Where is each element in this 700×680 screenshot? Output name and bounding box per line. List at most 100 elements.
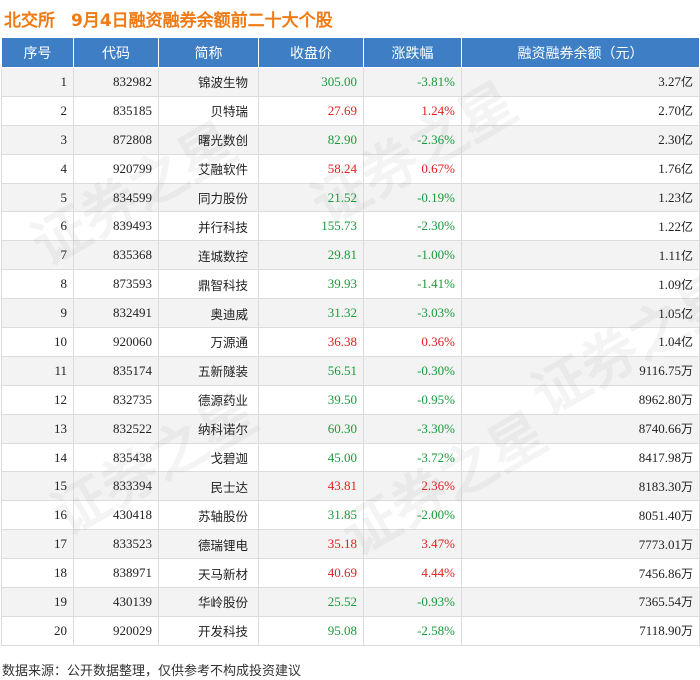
margin-balance: 9116.75万 xyxy=(461,355,700,386)
stock-code: 833394 xyxy=(73,471,159,502)
margin-balance: 1.04亿 xyxy=(461,327,700,357)
change-pct: 4.44% xyxy=(363,558,462,589)
row-index: 17 xyxy=(1,529,74,560)
margin-balance-value: 8183.30 xyxy=(638,478,681,494)
row-index: 8 xyxy=(1,269,74,300)
margin-balance-value: 1.76 xyxy=(658,161,681,177)
margin-balance-value: 1.09 xyxy=(658,276,681,292)
close-price: 31.85 xyxy=(258,500,364,531)
stock-name: 华岭股份 xyxy=(158,587,259,617)
stock-name: 曙光数创 xyxy=(158,124,259,155)
stock-name: 苏轴股份 xyxy=(158,500,259,531)
margin-balance-unit: 亿 xyxy=(680,306,693,321)
margin-balance-unit: 亿 xyxy=(680,277,693,292)
margin-balance-unit: 万 xyxy=(680,422,693,437)
table-row: 2 835185 贝特瑞 27.69 1.24% 2.70亿 xyxy=(1,95,700,126)
stock-code: 430418 xyxy=(73,500,159,531)
margin-balance: 8417.98万 xyxy=(461,442,700,473)
table-row: 18 838971 天马新材 40.69 4.44% 7456.86万 xyxy=(1,558,700,589)
margin-balance-unit: 亿 xyxy=(680,75,693,90)
change-pct: -1.41% xyxy=(363,269,462,300)
stock-name: 德源药业 xyxy=(158,384,259,415)
margin-balance: 7365.54万 xyxy=(461,587,700,617)
change-pct: -3.30% xyxy=(363,413,462,444)
stock-name: 开发科技 xyxy=(158,615,259,646)
margin-balance-unit: 万 xyxy=(680,624,693,639)
stock-code: 838971 xyxy=(73,558,159,589)
change-pct: 2.36% xyxy=(363,471,462,502)
margin-balance: 8051.40万 xyxy=(461,500,700,531)
row-index: 12 xyxy=(1,384,74,415)
stock-code: 832491 xyxy=(73,298,159,329)
stock-name: 戈碧迦 xyxy=(158,442,259,473)
close-price: 95.08 xyxy=(258,615,364,646)
stock-code: 835185 xyxy=(73,95,159,126)
stock-code: 832522 xyxy=(73,413,159,444)
margin-balance-value: 8962.80 xyxy=(638,392,681,408)
margin-balance: 1.22亿 xyxy=(461,211,700,242)
stock-name: 五新隧装 xyxy=(158,355,259,386)
close-price: 21.52 xyxy=(258,182,364,213)
margin-balance: 1.09亿 xyxy=(461,269,700,300)
column-header-name: 简称 xyxy=(158,37,259,68)
margin-balance-unit: 亿 xyxy=(680,133,693,148)
margin-balance: 1.76亿 xyxy=(461,153,700,184)
change-pct: -0.93% xyxy=(363,587,462,617)
row-index: 11 xyxy=(1,355,74,386)
stock-code: 873593 xyxy=(73,269,159,300)
margin-balance: 7118.90万 xyxy=(461,615,700,646)
change-pct: -2.36% xyxy=(363,124,462,155)
stock-code: 920029 xyxy=(73,615,159,646)
margin-balance-value: 7118.90 xyxy=(639,623,681,639)
margin-balance-unit: 亿 xyxy=(680,162,693,177)
margin-balance-value: 8051.40 xyxy=(638,507,681,523)
stock-name: 德瑞锂电 xyxy=(158,529,259,560)
stock-name: 艾融软件 xyxy=(158,153,259,184)
table-row: 3 872808 曙光数创 82.90 -2.36% 2.30亿 xyxy=(1,124,700,155)
margin-balance-value: 7365.54 xyxy=(638,594,681,610)
table-row: 1 832982 锦波生物 305.00 -3.81% 3.27亿 xyxy=(1,67,700,97)
stock-code: 872808 xyxy=(73,124,159,155)
page-title: 9月4日融资融券余额前二十大个股 xyxy=(71,10,333,31)
margin-balance-unit: 万 xyxy=(680,537,693,552)
change-pct: -3.72% xyxy=(363,442,462,473)
close-price: 31.32 xyxy=(258,298,364,329)
column-header-close-price: 收盘价 xyxy=(258,37,364,68)
close-price: 58.24 xyxy=(258,153,364,184)
close-price: 25.52 xyxy=(258,587,364,617)
change-pct: -2.58% xyxy=(363,615,462,646)
margin-balance-value: 3.27 xyxy=(658,74,681,90)
margin-balance: 2.70亿 xyxy=(461,95,700,126)
stock-code: 835368 xyxy=(73,240,159,271)
margin-balance: 1.11亿 xyxy=(461,240,700,271)
change-pct: -1.00% xyxy=(363,240,462,271)
table-row: 15 833394 民士达 43.81 2.36% 8183.30万 xyxy=(1,471,700,502)
close-price: 36.38 xyxy=(258,327,364,357)
row-index: 20 xyxy=(1,615,74,646)
close-price: 39.50 xyxy=(258,384,364,415)
margin-balance-value: 8417.98 xyxy=(638,450,681,466)
close-price: 82.90 xyxy=(258,124,364,155)
margin-balance-unit: 亿 xyxy=(680,219,693,234)
stock-code: 835438 xyxy=(73,442,159,473)
table-row: 10 920060 万源通 36.38 0.36% 1.04亿 xyxy=(1,327,700,357)
row-index: 5 xyxy=(1,182,74,213)
change-pct: -0.30% xyxy=(363,355,462,386)
close-price: 45.00 xyxy=(258,442,364,473)
close-price: 35.18 xyxy=(258,529,364,560)
stock-name: 鼎智科技 xyxy=(158,269,259,300)
stock-name: 锦波生物 xyxy=(158,67,259,97)
table-row: 8 873593 鼎智科技 39.93 -1.41% 1.09亿 xyxy=(1,269,700,300)
margin-balance-value: 1.22 xyxy=(658,218,681,234)
row-index: 10 xyxy=(1,327,74,357)
table-row: 20 920029 开发科技 95.08 -2.58% 7118.90万 xyxy=(1,615,700,646)
source-footnote: 数据来源：公开数据整理，仅供参考不构成投资建议 xyxy=(2,664,302,679)
margin-balance-value: 9116.75 xyxy=(639,363,681,379)
change-pct: -2.00% xyxy=(363,500,462,531)
title-bar: 北交所 9月4日融资融券余额前二十大个股 xyxy=(0,0,700,36)
margin-balance: 8962.80万 xyxy=(461,384,700,415)
close-price: 155.73 xyxy=(258,211,364,242)
margin-balance: 7456.86万 xyxy=(461,558,700,589)
table-row: 5 834599 同力股份 21.52 -0.19% 1.23亿 xyxy=(1,182,700,213)
stock-code: 832735 xyxy=(73,384,159,415)
